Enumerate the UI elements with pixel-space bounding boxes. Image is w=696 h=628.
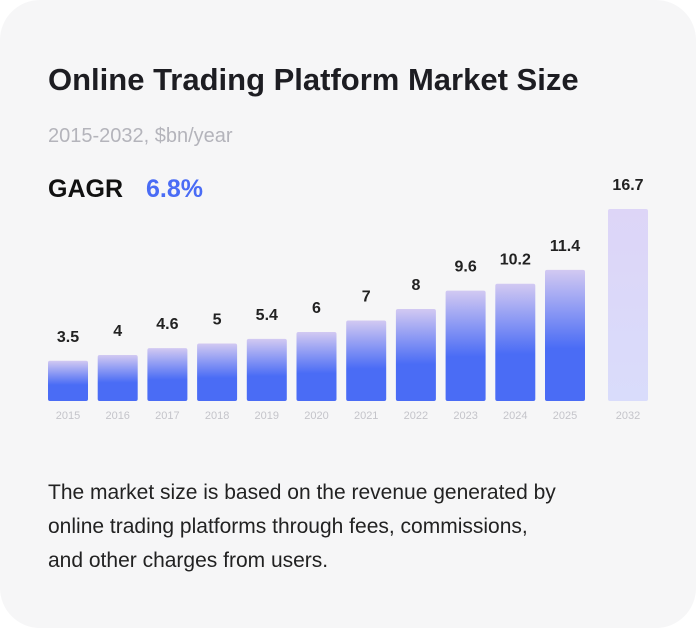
bar (296, 332, 337, 401)
chart-title: Online Trading Platform Market Size (48, 62, 579, 97)
bar (395, 309, 436, 401)
description-line: and other charges from users. (48, 549, 328, 572)
bar (246, 338, 287, 401)
x-tick-label: 2020 (304, 410, 328, 422)
x-tick-label: 2032 (616, 410, 640, 422)
x-tick-label: 2016 (105, 410, 129, 422)
bar (608, 209, 648, 401)
x-tick-label: 2021 (354, 410, 378, 422)
bar (147, 348, 188, 401)
value-label: 6 (312, 300, 321, 317)
value-label: 8 (411, 277, 420, 294)
cagr-label: GAGR (48, 175, 123, 203)
value-label: 5 (213, 312, 222, 329)
bar (545, 269, 585, 401)
x-tick-label: 2018 (205, 410, 229, 422)
bar (197, 343, 238, 401)
x-tick-label: 2024 (503, 410, 527, 422)
bar (48, 360, 88, 401)
cagr-value: 6.8% (146, 175, 203, 203)
description-line: online trading platforms through fees, c… (48, 515, 528, 538)
bar (97, 355, 138, 401)
bar (445, 290, 486, 401)
bar (495, 283, 536, 401)
value-label: 16.7 (612, 177, 643, 194)
x-tick-label: 2015 (56, 410, 80, 422)
value-label: 3.5 (57, 329, 79, 346)
x-tick-label: 2017 (155, 410, 179, 422)
value-label: 7 (362, 289, 371, 306)
x-tick-label: 2019 (255, 410, 279, 422)
bar (346, 320, 387, 401)
value-label: 4.6 (156, 316, 178, 333)
value-label: 10.2 (500, 252, 531, 269)
x-tick-label: 2022 (404, 410, 428, 422)
value-label: 4 (113, 323, 122, 340)
value-label: 9.6 (454, 259, 476, 276)
subtitle: 2015-2032, $bn/year (48, 125, 233, 147)
value-label: 5.4 (256, 307, 278, 324)
description-line: The market size is based on the revenue … (48, 481, 556, 504)
value-label: 11.4 (550, 238, 580, 255)
x-tick-label: 2023 (453, 410, 477, 422)
x-tick-label: 2025 (553, 410, 577, 422)
